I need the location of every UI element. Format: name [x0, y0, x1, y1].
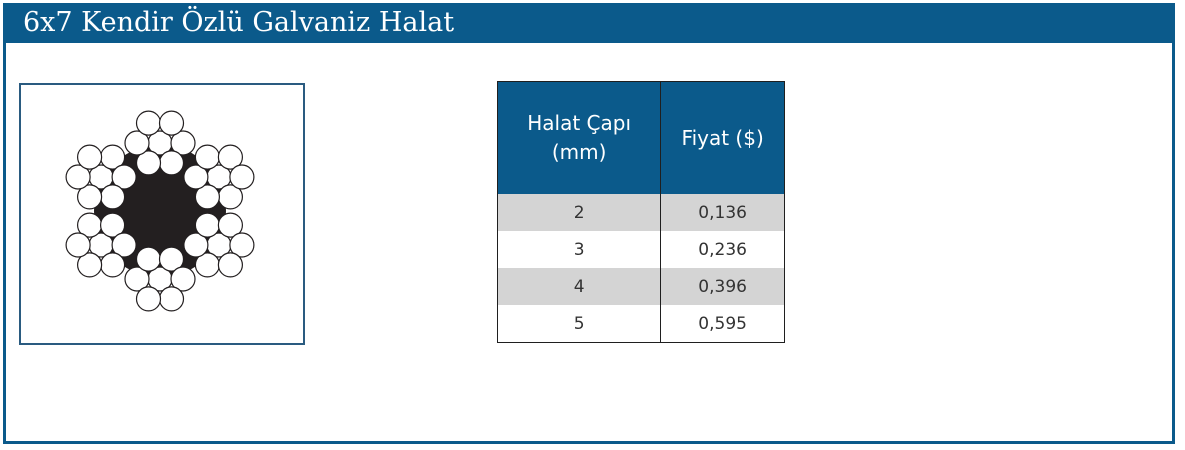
- wire: [194, 184, 220, 210]
- wire: [111, 164, 137, 190]
- wire: [229, 164, 255, 190]
- header-diameter: Halat Çapı (mm): [496, 81, 662, 194]
- wire: [124, 130, 150, 156]
- wire: [194, 144, 220, 170]
- diameter-cell: 4: [496, 268, 662, 305]
- diameter-cell: 2: [496, 194, 662, 231]
- rope-cross-section-icon: [65, 110, 255, 312]
- diameter-cell: 5: [496, 305, 662, 343]
- price-cell: 0,236: [660, 231, 785, 268]
- wire: [170, 130, 196, 156]
- wire: [158, 286, 185, 312]
- table-header-row: Halat Çapı (mm) Fiyat ($): [496, 81, 785, 194]
- price-cell: 0,396: [660, 268, 785, 305]
- page-title: 6x7 Kendir Özlü Galvaniz Halat: [23, 7, 455, 38]
- wire: [76, 184, 103, 210]
- strand: [124, 246, 196, 312]
- wire: [170, 266, 196, 292]
- wire: [135, 110, 162, 136]
- strand: [65, 212, 137, 278]
- header-price: Fiyat ($): [660, 81, 785, 194]
- rope-cross-section-figure: [19, 83, 305, 345]
- wire: [229, 232, 255, 258]
- strand: [65, 144, 137, 210]
- wire: [76, 252, 103, 278]
- price-cell: 0,136: [660, 194, 785, 231]
- wire: [158, 110, 185, 136]
- wire: [111, 232, 137, 258]
- price-table: Halat Çapı (mm) Fiyat ($) 2 0,136 3 0,23…: [496, 81, 785, 343]
- title-bar: 6x7 Kendir Özlü Galvaniz Halat: [3, 3, 1175, 43]
- wire: [65, 232, 91, 258]
- table-row: 3 0,236: [496, 231, 785, 268]
- wire: [124, 266, 150, 292]
- wire: [135, 150, 162, 176]
- header-price-label: Fiyat ($): [681, 125, 764, 150]
- strand: [183, 144, 255, 210]
- wire: [135, 246, 162, 272]
- wire: [217, 252, 243, 278]
- wire: [135, 286, 162, 312]
- table-row: 4 0,396: [496, 268, 785, 305]
- wire: [217, 212, 243, 238]
- wire: [217, 144, 243, 170]
- strand: [183, 212, 255, 278]
- table-row: 2 0,136: [496, 194, 785, 231]
- wire: [194, 212, 220, 238]
- wire: [158, 246, 185, 272]
- price-cell: 0,595: [660, 305, 785, 343]
- wire: [99, 252, 126, 278]
- wire: [99, 212, 126, 238]
- diameter-cell: 3: [496, 231, 662, 268]
- header-diameter-label: Halat Çapı (mm): [527, 111, 632, 164]
- wire: [65, 164, 91, 190]
- wire: [183, 164, 209, 190]
- wire: [158, 150, 185, 176]
- wire: [99, 184, 126, 210]
- wire: [76, 144, 103, 170]
- strand: [124, 110, 196, 176]
- wire: [183, 232, 209, 258]
- table-row: 5 0,595: [496, 305, 785, 343]
